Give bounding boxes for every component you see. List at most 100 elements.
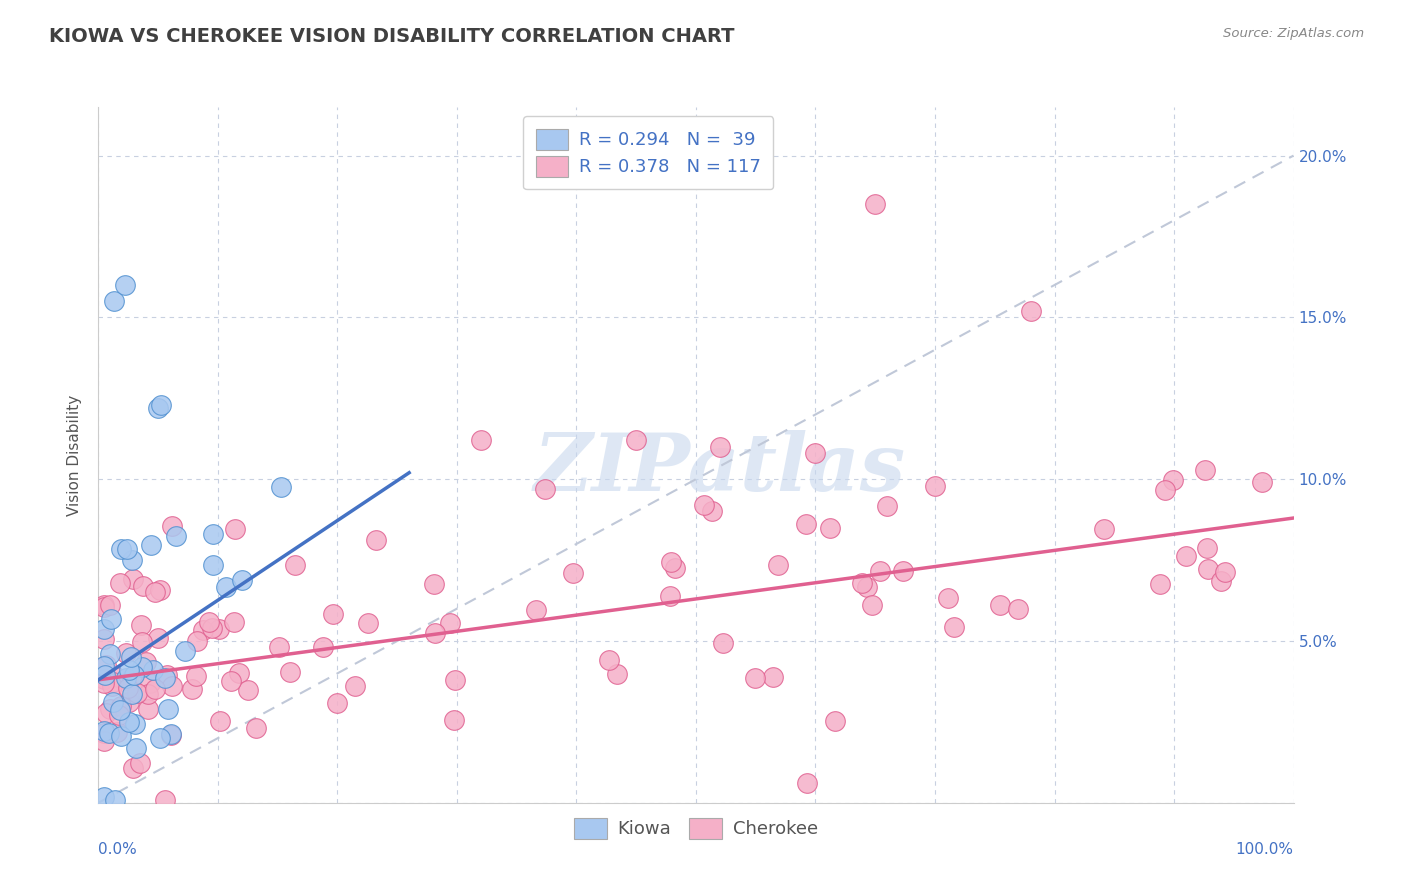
- Point: [219, 674, 242, 689]
- Point: [121, 669, 143, 683]
- Point: [143, 682, 166, 697]
- Point: [149, 582, 172, 597]
- Point: [1161, 473, 1184, 487]
- Point: [174, 644, 197, 658]
- Point: [606, 667, 628, 681]
- Text: 0.0%: 0.0%: [98, 842, 138, 856]
- Point: [93, 676, 115, 690]
- Point: [1194, 463, 1216, 477]
- Point: [443, 713, 465, 727]
- Point: [114, 278, 136, 293]
- Point: [108, 703, 131, 717]
- Point: [818, 521, 841, 535]
- Point: [267, 640, 290, 654]
- Point: [118, 715, 141, 730]
- Point: [100, 612, 122, 626]
- Point: [93, 734, 115, 748]
- Point: [93, 789, 115, 804]
- Point: [165, 528, 187, 542]
- Point: [136, 687, 159, 701]
- Point: [280, 665, 302, 679]
- Point: [1251, 475, 1274, 490]
- Point: [201, 622, 224, 636]
- Point: [184, 668, 207, 682]
- Point: [159, 727, 181, 741]
- Point: [135, 655, 157, 669]
- Point: [148, 401, 170, 415]
- Text: KIOWA VS CHEROKEE VISION DISABILITY CORRELATION CHART: KIOWA VS CHEROKEE VISION DISABILITY CORR…: [49, 27, 735, 45]
- Point: [990, 599, 1012, 613]
- Point: [891, 564, 914, 578]
- Point: [238, 682, 260, 697]
- Point: [93, 658, 115, 673]
- Point: [117, 663, 139, 677]
- Point: [180, 681, 202, 696]
- Point: [139, 676, 162, 690]
- Point: [924, 478, 946, 492]
- Point: [101, 679, 124, 693]
- Point: [664, 561, 686, 575]
- Point: [120, 649, 142, 664]
- Point: [936, 591, 959, 606]
- Point: [93, 726, 115, 740]
- Point: [439, 615, 461, 630]
- Point: [117, 673, 139, 688]
- Point: [125, 686, 148, 700]
- Point: [122, 761, 145, 775]
- Point: [744, 671, 766, 685]
- Point: [117, 681, 139, 695]
- Point: [122, 668, 145, 682]
- Point: [561, 566, 583, 581]
- Point: [160, 519, 183, 533]
- Point: [470, 434, 492, 448]
- Point: [533, 482, 555, 496]
- Point: [128, 756, 150, 770]
- Point: [222, 615, 245, 629]
- Point: [284, 558, 307, 572]
- Point: [149, 398, 172, 412]
- Point: [1197, 561, 1219, 575]
- Point: [93, 599, 115, 614]
- Point: [124, 717, 146, 731]
- Point: [142, 664, 165, 678]
- Point: [96, 657, 118, 672]
- Point: [131, 635, 153, 649]
- Point: [804, 446, 827, 460]
- Point: [202, 526, 225, 541]
- Point: [96, 706, 118, 721]
- Point: [423, 625, 446, 640]
- Point: [186, 634, 208, 648]
- Point: [626, 434, 648, 448]
- Point: [115, 541, 138, 556]
- Point: [326, 697, 349, 711]
- Point: [598, 652, 620, 666]
- Point: [93, 672, 115, 686]
- Point: [131, 660, 153, 674]
- Point: [761, 670, 783, 684]
- Point: [1007, 602, 1029, 616]
- Point: [122, 572, 145, 586]
- Point: [856, 580, 879, 594]
- Point: [208, 622, 231, 636]
- Point: [143, 585, 166, 599]
- Point: [766, 558, 789, 573]
- Point: [709, 440, 731, 454]
- Legend: Kiowa, Cherokee: Kiowa, Cherokee: [567, 811, 825, 846]
- Point: [104, 670, 127, 684]
- Point: [208, 714, 231, 728]
- Point: [1153, 483, 1175, 498]
- Point: [851, 575, 873, 590]
- Point: [231, 573, 253, 587]
- Point: [322, 607, 344, 621]
- Text: 100.0%: 100.0%: [1236, 842, 1294, 856]
- Point: [711, 636, 734, 650]
- Point: [153, 671, 176, 685]
- Point: [103, 695, 125, 709]
- Point: [423, 576, 446, 591]
- Point: [105, 725, 128, 739]
- Point: [1019, 304, 1042, 318]
- Point: [344, 679, 367, 693]
- Point: [270, 479, 292, 493]
- Point: [876, 499, 898, 513]
- Point: [121, 687, 143, 701]
